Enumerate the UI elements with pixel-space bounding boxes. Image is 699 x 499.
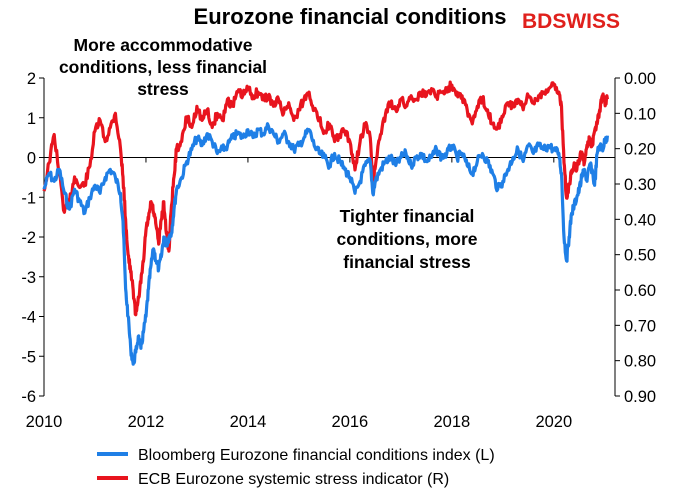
y-right-tick-label: 0.10 <box>624 105 656 123</box>
annotation-accommodative: More accommodative conditions, less fina… <box>59 35 267 99</box>
x-tick-label: 2012 <box>128 413 165 431</box>
x-tick-label: 2010 <box>26 413 63 431</box>
y-right-tick-label: 0.50 <box>624 247 656 265</box>
chart-title: Eurozone financial conditions <box>194 4 507 29</box>
y-left-tick-label: -4 <box>21 309 36 327</box>
x-tick-label: 2018 <box>433 413 470 431</box>
x-tick-label: 2014 <box>230 413 267 431</box>
y-left-tick-label: -6 <box>21 388 36 406</box>
annotation-line: stress <box>137 79 189 99</box>
series-line-ecb <box>42 80 609 317</box>
y-right-tick-label: 0.30 <box>624 176 656 194</box>
axes: 2 1 0 -1 -2 -3 -4 -5 -6 0.00 0.10 0.20 0.30 0.40 0.50 0… <box>21 70 656 431</box>
y-left-tick-label: 2 <box>27 70 36 88</box>
legend: Bloomberg Eurozone financial conditions … <box>97 447 495 488</box>
y-right-tick-label: 0.70 <box>624 317 656 335</box>
y-left-tick-label: -3 <box>21 269 36 287</box>
y-right-tick-label: 0.80 <box>624 353 656 371</box>
annotation-line: conditions, less financial <box>59 57 267 77</box>
legend-label-bloomberg: Bloomberg Eurozone financial conditions … <box>138 447 495 464</box>
y-right-tick-label: 0.40 <box>624 211 656 229</box>
y-right-tick-label: 0.00 <box>624 70 656 88</box>
brand-logo: BDSWISS <box>522 10 620 33</box>
legend-label-ecb: ECB Eurozone systemic stress indicator (… <box>138 471 449 488</box>
annotation-line: conditions, more <box>337 229 478 249</box>
x-tick-label: 2016 <box>332 413 369 431</box>
series-lines <box>42 80 609 366</box>
y-left-tick-label: -2 <box>21 229 36 247</box>
annotation-line: financial stress <box>343 252 471 272</box>
y-right-tick-label: 0.20 <box>624 141 656 159</box>
annotation-line: Tighter financial <box>340 206 475 226</box>
y-left-tick-label: 0 <box>27 150 36 168</box>
y-left-tick-label: -1 <box>21 189 36 207</box>
series-line-bloomberg <box>42 122 609 366</box>
y-right-tick-label: 0.90 <box>624 388 656 406</box>
annotation-tighter: Tighter financial conditions, more finan… <box>337 206 478 272</box>
annotation-line: More accommodative <box>74 35 253 55</box>
y-left-tick-label: -5 <box>21 348 36 366</box>
y-left-tick-label: 1 <box>27 110 36 128</box>
y-right-tick-label: 0.60 <box>624 282 656 300</box>
x-tick-label: 2020 <box>535 413 572 431</box>
